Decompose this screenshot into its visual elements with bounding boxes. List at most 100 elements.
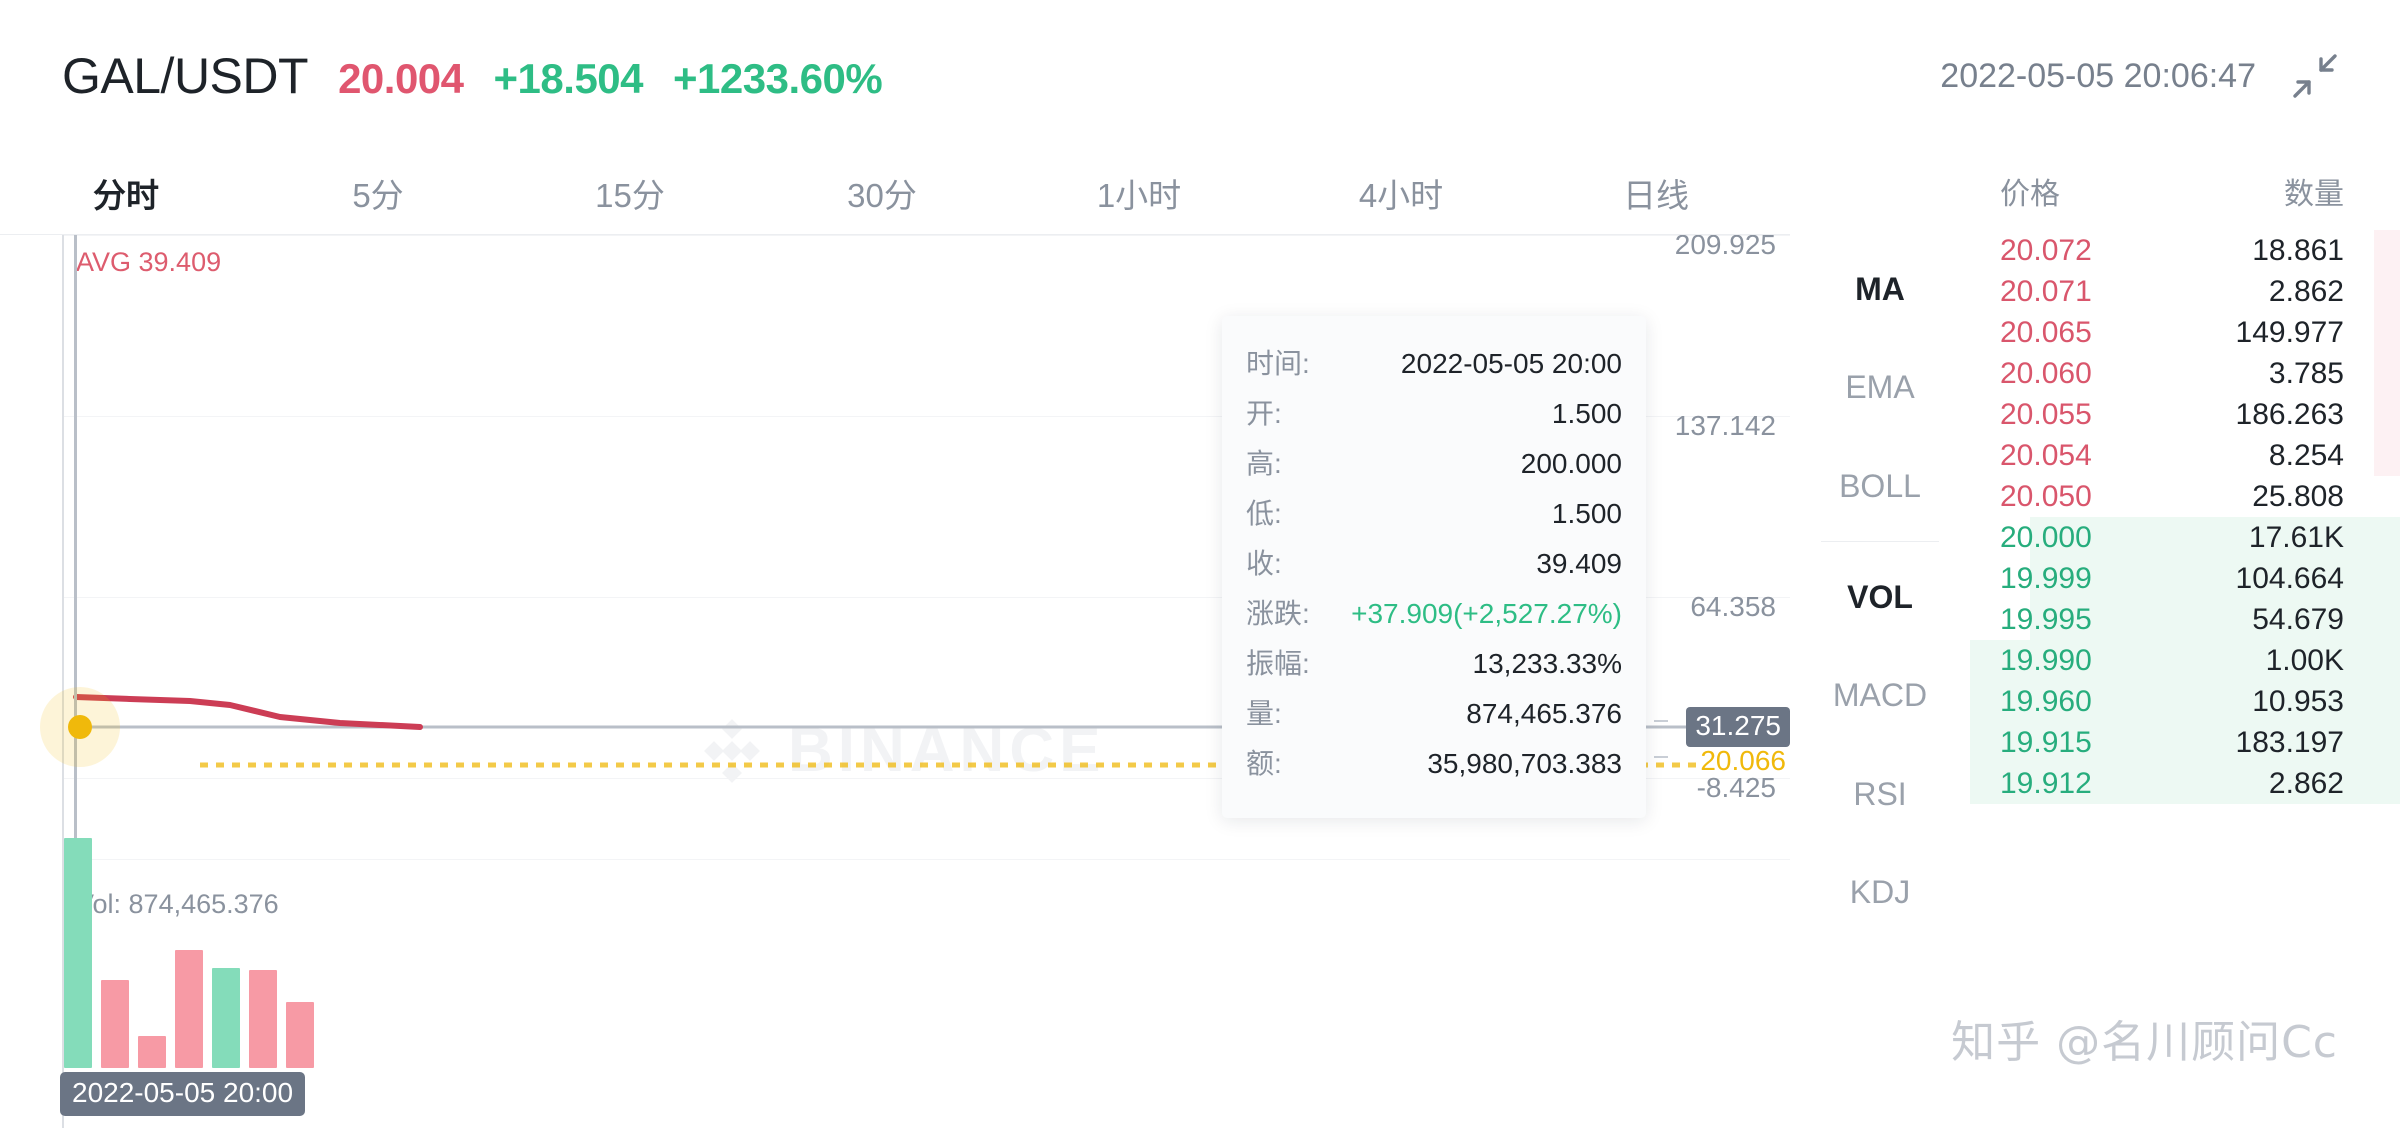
bid-amount: 1.00K <box>2265 643 2344 677</box>
table-row[interactable]: 20.060 3.785 <box>1970 353 2400 394</box>
bid-amount: 104.664 <box>2235 561 2344 595</box>
timeframe-tabbar: 分时 5分 15分 30分 1小时 4小时 日线 <box>0 152 1790 234</box>
table-row[interactable]: 20.072 18.861 <box>1970 230 2400 271</box>
table-row[interactable]: 20.071 2.862 <box>1970 271 2400 312</box>
table-row[interactable]: 20.050 25.808 <box>1970 476 2400 517</box>
ask-amount: 8.254 <box>2268 438 2344 472</box>
volume-bar <box>101 980 129 1068</box>
indicator-rsi[interactable]: RSI <box>1853 775 1907 812</box>
orderbook-bids: 20.000 17.61K 19.999 104.664 19.995 54.6… <box>1970 517 2400 804</box>
ask-amount: 186.263 <box>2235 397 2344 431</box>
clock-timestamp: 2022-05-05 20:06:47 <box>1940 56 2256 95</box>
gridline <box>62 859 1790 860</box>
tooltip-key: 振幅: <box>1246 648 1310 679</box>
collapse-arrows-icon[interactable] <box>2292 53 2338 99</box>
column-header-amount: 数量 <box>2284 178 2344 211</box>
tooltip-value: 1.500 <box>1551 398 1622 429</box>
indicator-vol[interactable]: VOL <box>1847 578 1913 615</box>
avg-legend-label: AVG 39.409 <box>76 247 222 277</box>
tab-daily[interactable]: 日线 <box>1623 177 1689 214</box>
right-panel: MA EMA BOLL VOL MACD RSI KDJ 价格 数量 20.07… <box>1790 152 2400 1128</box>
time-axis-badge: 2022-05-05 20:00 <box>60 1072 306 1116</box>
table-row[interactable]: 19.915 183.197 <box>1970 722 2400 763</box>
axis-tick-dash <box>1654 756 1668 758</box>
y-axis-line <box>62 235 64 1128</box>
table-row[interactable]: 19.999 104.664 <box>1970 558 2400 599</box>
table-row[interactable]: 20.065 149.977 <box>1970 312 2400 353</box>
indicator-list: MA EMA BOLL VOL MACD RSI KDJ <box>1790 152 1970 942</box>
ask-price: 20.065 <box>2000 315 2092 349</box>
volume-legend-label: Vol: 874,465.376 <box>76 889 279 919</box>
gridline <box>62 235 1790 236</box>
tooltip-key: 时间: <box>1246 348 1310 379</box>
column-header-price: 价格 <box>2000 178 2060 211</box>
bid-amount: 17.61K <box>2248 520 2344 554</box>
tab-15min[interactable]: 15分 <box>595 177 665 214</box>
bid-amount: 2.862 <box>2268 766 2344 800</box>
bid-price: 19.995 <box>2000 602 2092 636</box>
crosshair-vertical <box>74 235 77 1068</box>
volume-bars <box>64 838 314 1068</box>
bid-amount: 183.197 <box>2235 725 2344 759</box>
volume-bar <box>212 968 240 1068</box>
table-row[interactable]: 19.960 10.953 <box>1970 681 2400 722</box>
bid-price: 19.912 <box>2000 766 2092 800</box>
table-row[interactable]: 19.995 54.679 <box>1970 599 2400 640</box>
tooltip-key: 量: <box>1246 698 1282 729</box>
tooltip-key: 涨跌: <box>1246 598 1310 629</box>
indicator-macd[interactable]: MACD <box>1832 677 1928 714</box>
table-row[interactable]: 20.000 17.61K <box>1970 517 2400 558</box>
ask-amount: 149.977 <box>2235 315 2344 349</box>
tooltip-key: 收: <box>1246 548 1282 579</box>
tab-1hour[interactable]: 1小时 <box>1096 177 1182 214</box>
tooltip-row: 收: 39.409 <box>1246 542 1622 592</box>
gridline <box>62 778 1790 779</box>
orderbook-asks: 20.072 18.861 20.071 2.862 20.065 149.97… <box>1970 230 2400 517</box>
axis-tick-dash <box>1654 720 1668 722</box>
ask-price: 20.072 <box>2000 233 2092 267</box>
change-percent: +1233.60% <box>673 55 883 102</box>
volume-bar <box>138 1036 166 1068</box>
bid-amount: 10.953 <box>2252 684 2344 718</box>
tooltip-key: 开: <box>1246 398 1282 429</box>
tooltip-row: 量: 874,465.376 <box>1246 692 1622 742</box>
bid-price: 19.960 <box>2000 684 2092 718</box>
tooltip-value: +37.909(+2,527.27%) <box>1351 598 1622 629</box>
orderbook: 价格 数量 20.072 18.861 20.071 2.862 20.065 <box>1970 152 2400 942</box>
tab-30min[interactable]: 30分 <box>847 177 917 214</box>
tab-5min[interactable]: 5分 <box>352 177 404 214</box>
tab-4hour[interactable]: 4小时 <box>1358 177 1444 214</box>
volume-bar <box>286 1002 314 1068</box>
table-row[interactable]: 19.912 2.862 <box>1970 763 2400 804</box>
bid-price: 20.000 <box>2000 520 2092 554</box>
tooltip-value: 200.000 <box>1520 448 1622 479</box>
ohlc-tooltip: 时间: 2022-05-05 20:00 开: 1.500 高: 200.000… <box>1222 316 1646 818</box>
table-row[interactable]: 20.054 8.254 <box>1970 435 2400 476</box>
indicator-kdj[interactable]: KDJ <box>1849 874 1911 911</box>
table-row[interactable]: 20.055 186.263 <box>1970 394 2400 435</box>
tooltip-row: 开: 1.500 <box>1246 392 1622 442</box>
bid-amount: 54.679 <box>2252 602 2344 636</box>
ask-amount: 3.785 <box>2268 356 2344 390</box>
tab-fenshi[interactable]: 分时 <box>93 177 159 214</box>
tooltip-value: 2022-05-05 20:00 <box>1400 348 1622 379</box>
tooltip-key: 低: <box>1246 498 1282 529</box>
table-row[interactable]: 19.990 1.00K <box>1970 640 2400 681</box>
ask-price: 20.060 <box>2000 356 2092 390</box>
last-price: 20.004 <box>338 55 464 102</box>
tooltip-row: 高: 200.000 <box>1246 442 1622 492</box>
symbol-summary: GAL/USDT 20.004 +18.504 +1233.60% <box>0 47 883 105</box>
ask-price: 20.055 <box>2000 397 2092 431</box>
tooltip-value: 874,465.376 <box>1466 698 1622 729</box>
page-title: GAL/USDT <box>62 48 309 104</box>
indicator-boll[interactable]: BOLL <box>1839 467 1921 504</box>
gridline <box>62 597 1790 598</box>
change-absolute: +18.504 <box>493 55 644 102</box>
zhihu-watermark: 知乎 @名川顾问Cc <box>1951 1017 2338 1068</box>
indicator-ema[interactable]: EMA <box>1845 369 1915 406</box>
ask-amount: 18.861 <box>2252 233 2344 267</box>
y-tick-label: 209.925 <box>1674 234 1776 260</box>
indicator-ma[interactable]: MA <box>1855 270 1905 307</box>
tooltip-row: 振幅: 13,233.33% <box>1246 642 1622 692</box>
